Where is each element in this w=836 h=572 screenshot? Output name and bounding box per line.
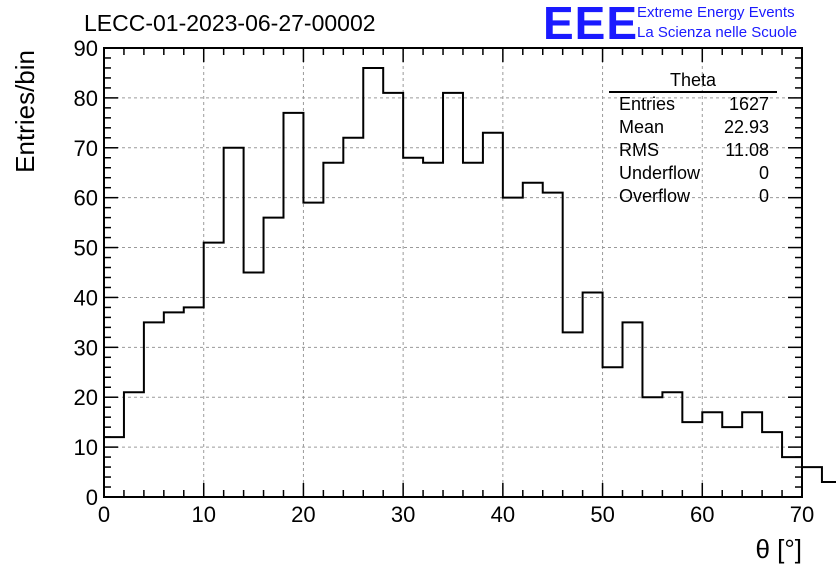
stats-value: 0	[758, 163, 769, 183]
y-tick-label: 70	[74, 136, 98, 161]
x-tick-labels: 0 10 20 30 40 50 60 70	[98, 502, 814, 527]
y-tick-label: 0	[86, 485, 98, 510]
y-tick-label: 50	[74, 236, 98, 261]
stats-value: 11.08	[725, 140, 769, 160]
y-tick-label: 40	[74, 285, 98, 310]
logo-caption-line2: La Scienza nelle Scuole	[637, 24, 798, 41]
chart-title: LECC-01-2023-06-27-00002	[84, 10, 376, 36]
stats-label: Overflow	[619, 186, 691, 206]
x-axis-title: θ [°]	[755, 534, 802, 564]
x-tick-label: 0	[98, 502, 110, 527]
stats-box-title: Theta	[609, 70, 777, 93]
y-tick-label: 90	[74, 36, 98, 61]
stats-row-underflow: Underflow 0	[609, 162, 777, 185]
y-tick-label: 30	[74, 335, 98, 360]
y-axis-title: Entries/bin	[10, 50, 40, 173]
x-tick-label: 60	[690, 502, 714, 527]
x-tick-label: 40	[491, 502, 515, 527]
x-tick-label: 50	[590, 502, 614, 527]
axis-ticks	[103, 47, 803, 498]
y-tick-label: 80	[74, 86, 98, 111]
logo-caption: Extreme Energy Events La Scienza nelle S…	[637, 3, 797, 43]
stats-value: 22.93	[723, 117, 769, 137]
y-tick-labels: 0 10 20 30 40 50 60 70 80 90	[74, 36, 98, 510]
stats-row-entries: Entries 1627	[609, 93, 777, 116]
y-tick-label: 60	[74, 186, 98, 211]
stats-label: Mean	[619, 117, 665, 137]
stats-value: 0	[758, 186, 769, 206]
plot-frame	[103, 47, 803, 498]
stats-row-overflow: Overflow 0	[609, 185, 777, 208]
stats-row-mean: Mean 22.93	[609, 116, 777, 139]
y-tick-label: 20	[74, 385, 98, 410]
x-tick-label: 10	[191, 502, 215, 527]
stats-label: Entries	[619, 94, 676, 114]
histogram-line	[103, 66, 836, 497]
eee-logo: EEE	[543, 0, 639, 49]
stats-value: 1627	[728, 94, 769, 114]
stats-label: Underflow	[619, 163, 701, 183]
y-tick-label: 10	[74, 435, 98, 460]
stats-box: Theta Entries 1627 Mean 22.93 RMS 11.08 …	[609, 70, 777, 208]
x-tick-label: 30	[391, 502, 415, 527]
stats-row-rms: RMS 11.08	[609, 139, 777, 162]
x-tick-label: 20	[291, 502, 315, 527]
logo-caption-line1: Extreme Energy Events	[637, 4, 795, 21]
x-tick-label: 70	[790, 502, 814, 527]
stats-label: RMS	[619, 140, 659, 160]
grid-lines	[104, 48, 802, 497]
